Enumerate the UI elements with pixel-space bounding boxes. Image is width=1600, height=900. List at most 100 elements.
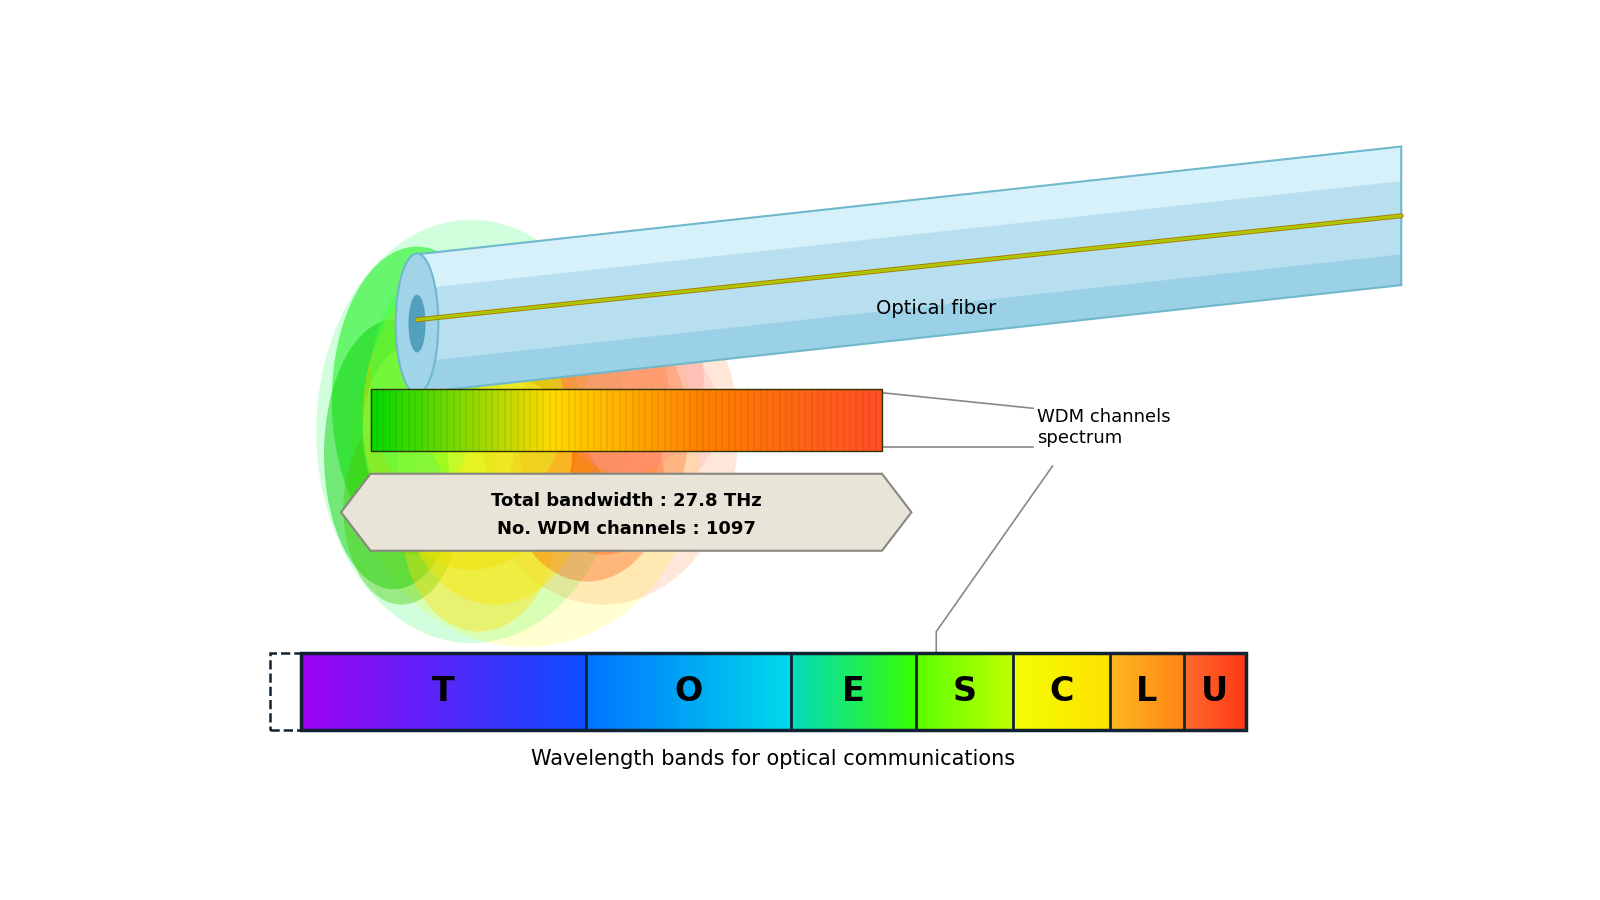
Bar — [739, 389, 741, 451]
Bar — [821, 389, 822, 451]
Bar — [808, 389, 810, 451]
Bar — [640, 389, 642, 451]
Bar — [698, 389, 699, 451]
Bar — [1029, 653, 1030, 730]
Bar — [378, 389, 379, 451]
Text: S: S — [952, 675, 976, 708]
Bar — [986, 653, 987, 730]
Bar — [539, 653, 546, 730]
Bar — [416, 389, 418, 451]
Ellipse shape — [363, 346, 456, 516]
Bar — [1022, 653, 1024, 730]
Bar — [790, 389, 792, 451]
Bar — [1090, 653, 1093, 730]
Text: No. WDM channels : 1097: No. WDM channels : 1097 — [498, 520, 755, 538]
Bar — [426, 389, 427, 451]
Bar — [866, 389, 867, 451]
Ellipse shape — [317, 220, 626, 644]
Bar — [491, 389, 493, 451]
Bar — [1083, 653, 1085, 730]
Bar — [461, 389, 462, 451]
Bar — [880, 389, 882, 451]
Bar — [1059, 653, 1061, 730]
Bar — [754, 389, 755, 451]
Bar — [742, 389, 744, 451]
Ellipse shape — [408, 294, 426, 353]
Bar — [725, 653, 730, 730]
Bar — [458, 389, 459, 451]
Bar — [829, 389, 830, 451]
Bar — [610, 653, 614, 730]
Bar — [666, 389, 667, 451]
Bar — [392, 389, 394, 451]
Bar — [634, 389, 635, 451]
Bar — [798, 389, 800, 451]
Bar — [381, 389, 382, 451]
Bar — [507, 389, 509, 451]
Bar — [930, 653, 931, 730]
Bar — [635, 389, 637, 451]
Bar — [437, 653, 443, 730]
Bar — [534, 389, 536, 451]
Bar — [755, 389, 757, 451]
Bar — [704, 389, 706, 451]
Polygon shape — [341, 473, 912, 551]
Bar — [1026, 653, 1029, 730]
Bar — [504, 389, 506, 451]
Bar — [510, 389, 512, 451]
Bar — [605, 389, 606, 451]
Bar — [803, 389, 805, 451]
Ellipse shape — [344, 412, 459, 605]
Bar — [1019, 653, 1021, 730]
Bar — [858, 653, 861, 730]
Bar — [552, 389, 554, 451]
Bar — [893, 653, 896, 730]
Bar — [662, 389, 664, 451]
Bar — [830, 389, 832, 451]
Bar — [941, 653, 942, 730]
Ellipse shape — [398, 335, 592, 605]
Bar — [622, 389, 624, 451]
Bar — [688, 389, 690, 451]
Bar — [875, 389, 877, 451]
Bar — [766, 653, 770, 730]
Bar — [834, 653, 835, 730]
Bar — [765, 389, 766, 451]
Ellipse shape — [579, 339, 720, 493]
Bar — [546, 653, 552, 730]
Bar — [578, 389, 579, 451]
Bar — [542, 389, 544, 451]
Bar — [966, 653, 968, 730]
Bar — [645, 389, 646, 451]
Bar — [749, 389, 750, 451]
Bar — [910, 653, 914, 730]
Bar — [470, 389, 474, 451]
Bar — [611, 389, 613, 451]
Bar — [586, 389, 587, 451]
Bar — [1040, 653, 1042, 730]
Text: WDM channels
spectrum: WDM channels spectrum — [1037, 409, 1171, 447]
Bar — [818, 389, 819, 451]
Bar — [574, 389, 578, 451]
Bar — [851, 653, 853, 730]
Bar — [826, 653, 829, 730]
Bar — [989, 653, 992, 730]
Bar — [960, 653, 962, 730]
Bar — [462, 389, 464, 451]
Bar — [859, 389, 861, 451]
Bar — [770, 389, 771, 451]
Bar — [410, 653, 414, 730]
Bar — [987, 653, 989, 730]
Bar — [874, 389, 875, 451]
Bar — [901, 653, 904, 730]
Bar — [419, 389, 422, 451]
Bar — [501, 389, 502, 451]
Bar — [546, 389, 547, 451]
Bar — [421, 653, 426, 730]
Bar — [970, 653, 973, 730]
Bar — [701, 389, 702, 451]
Bar — [819, 389, 821, 451]
Bar — [822, 389, 824, 451]
Bar — [659, 653, 664, 730]
Bar — [582, 389, 584, 451]
